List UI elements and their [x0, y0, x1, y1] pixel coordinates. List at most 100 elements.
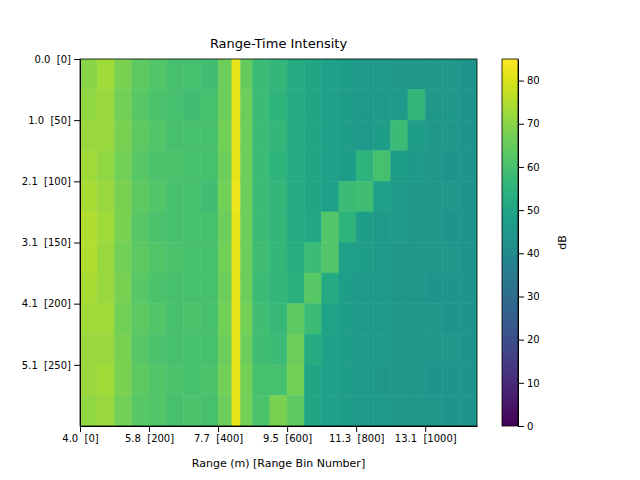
colorbar-tick: 60	[518, 162, 540, 173]
heatmap-cell	[391, 120, 408, 151]
heatmap-cell	[287, 151, 304, 182]
heatmap-cell	[232, 273, 241, 304]
colorbar-tick-mark	[518, 253, 524, 254]
heatmap-cell	[442, 212, 459, 243]
heatmap-cell	[80, 304, 97, 335]
heatmap-cell	[115, 181, 132, 212]
heatmap-cell	[184, 243, 201, 274]
heatmap-cell	[132, 334, 149, 365]
colorbar-tick-label: 10	[527, 378, 540, 389]
heatmap-cell	[149, 212, 166, 243]
heatmap-cell	[201, 90, 218, 121]
colorbar-tick-mark	[518, 167, 524, 168]
colorbar-tick-label: 0	[527, 421, 533, 432]
heatmap-cell	[241, 365, 253, 396]
x-tick: 13.1 [1000]	[395, 426, 457, 444]
y-tick-label: 5.1 [250]	[22, 360, 71, 371]
heatmap-cell	[232, 212, 241, 243]
y-tick-label: 0.0 [0]	[35, 54, 72, 65]
colorbar-tick-mark	[518, 383, 524, 384]
heatmap-cell	[184, 181, 201, 212]
heatmap-cell	[442, 120, 459, 151]
heatmap-cell	[232, 151, 241, 182]
heatmap-cell	[201, 334, 218, 365]
x-tick-mark	[80, 426, 81, 432]
heatmap-cell	[232, 181, 241, 212]
heatmap-cell	[442, 304, 459, 335]
heatmap-cell	[218, 395, 232, 426]
heatmap-cell	[184, 304, 201, 335]
heatmap-cell	[253, 212, 270, 243]
heatmap-cell	[322, 334, 339, 365]
x-tick: 4.0 [0]	[62, 426, 99, 444]
heatmap-cell	[408, 365, 425, 396]
x-tick: 9.5 [600]	[263, 426, 312, 444]
heatmap-cell	[425, 59, 442, 90]
heatmap-cell	[304, 273, 321, 304]
colorbar-tick-mark	[518, 210, 524, 211]
heatmap-cell	[322, 365, 339, 396]
heatmap-cell	[149, 59, 166, 90]
heatmap-cell	[270, 395, 287, 426]
heatmap-cell	[149, 120, 166, 151]
x-tick: 5.8 [200]	[125, 426, 174, 444]
heatmap-cell	[115, 212, 132, 243]
heatmap-cell	[201, 151, 218, 182]
y-axis-line	[80, 60, 81, 427]
heatmap-cell	[408, 151, 425, 182]
heatmap-cell	[356, 181, 373, 212]
heatmap-cell	[241, 90, 253, 121]
heatmap-cell	[322, 304, 339, 335]
heatmap-cell	[356, 304, 373, 335]
heatmap-cell	[391, 151, 408, 182]
heatmap-cell	[460, 181, 477, 212]
heatmap-cell	[270, 304, 287, 335]
heatmap-cell	[287, 304, 304, 335]
heatmap-cell	[166, 395, 183, 426]
heatmap-cell	[80, 273, 97, 304]
heatmap-cell	[287, 120, 304, 151]
heatmap-cell	[339, 273, 356, 304]
colorbar-tick-label: 60	[527, 162, 540, 173]
heatmap-cell	[373, 334, 390, 365]
colorbar-tick-label: 40	[527, 248, 540, 259]
heatmap-cell	[201, 395, 218, 426]
heatmap-cell	[115, 273, 132, 304]
heatmap-cell	[232, 120, 241, 151]
heatmap-cell	[304, 243, 321, 274]
heatmap-cell	[232, 59, 241, 90]
heatmap-cell	[460, 273, 477, 304]
heatmap-cell	[270, 151, 287, 182]
heatmap-cell	[304, 59, 321, 90]
heatmap-cell	[218, 151, 232, 182]
heatmap-cell	[270, 59, 287, 90]
heatmap-cell	[132, 273, 149, 304]
heatmap-cell	[253, 395, 270, 426]
heatmap-cell	[322, 120, 339, 151]
heatmap-cell	[391, 59, 408, 90]
y-tick-mark	[74, 120, 80, 121]
y-tick: 0.0 [0]	[35, 54, 80, 65]
heatmap-cell	[322, 212, 339, 243]
colorbar-tick-label: 70	[527, 118, 540, 129]
heatmap-cell	[339, 151, 356, 182]
heatmap-cell	[201, 59, 218, 90]
x-axis-title: Range (m) [Range Bin Number]	[192, 457, 365, 470]
heatmap-cell	[391, 90, 408, 121]
heatmap-cell	[166, 243, 183, 274]
heatmap-cell	[132, 59, 149, 90]
heatmap-cell	[80, 334, 97, 365]
heatmap-cell	[166, 365, 183, 396]
heatmap-cell	[241, 273, 253, 304]
heatmap-cell	[356, 365, 373, 396]
y-tick: 3.1 [150]	[22, 237, 80, 248]
heatmap-cell	[218, 181, 232, 212]
heatmap-cell	[373, 243, 390, 274]
heatmap-cell	[356, 334, 373, 365]
heatmap-cell	[442, 181, 459, 212]
heatmap-cell	[304, 334, 321, 365]
heatmap-cell	[373, 273, 390, 304]
heatmap-cell	[408, 304, 425, 335]
heatmap-cell	[184, 120, 201, 151]
heatmap-cell	[339, 304, 356, 335]
